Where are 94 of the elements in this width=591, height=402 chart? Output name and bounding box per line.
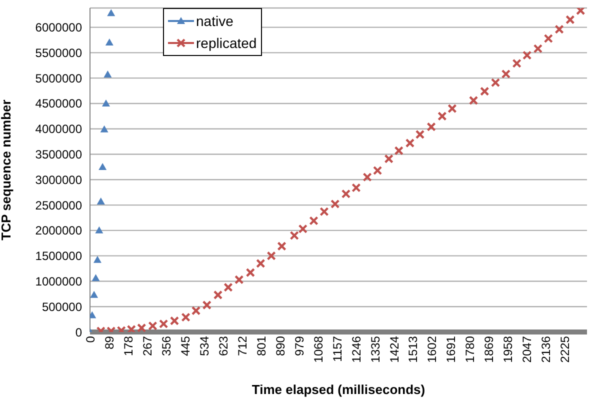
x-tick-label: 1246 (349, 336, 364, 363)
x-tick-label: 2225 (558, 336, 572, 363)
point (320, 207, 329, 216)
point (544, 34, 553, 44)
y-tick-label: 1000000 (35, 274, 82, 288)
x-tick-label: 1869 (482, 336, 496, 363)
point (362, 172, 372, 182)
point (246, 268, 256, 278)
y-tick-label: 6000000 (35, 20, 82, 35)
point (158, 319, 168, 328)
x-tick-label: 1068 (311, 336, 326, 363)
y-tick-label: 1500000 (35, 249, 82, 264)
point (93, 256, 102, 263)
point (298, 224, 308, 234)
legend-label: native (196, 13, 234, 29)
y-tick-label: 500000 (42, 300, 82, 314)
point (394, 146, 404, 156)
point (438, 112, 447, 121)
x-tick-label: 1780 (463, 336, 478, 363)
point (426, 122, 436, 132)
x-tick-label: 623 (216, 336, 230, 356)
legend-label: replicated (196, 35, 257, 51)
x-tick-label: 178 (121, 336, 136, 356)
y-tick-label: 3500000 (35, 148, 82, 162)
x-tick-label: 979 (292, 336, 306, 356)
point (576, 8, 586, 16)
point (490, 78, 500, 88)
point (405, 138, 415, 148)
x-tick-label: 445 (178, 336, 192, 356)
x-tick-label: 534 (197, 336, 212, 356)
point (202, 300, 212, 310)
y-tick-label: 0 (75, 325, 82, 340)
point (372, 166, 382, 176)
point (566, 15, 575, 24)
x-tick-label: 267 (140, 336, 154, 356)
point (95, 226, 104, 234)
point (90, 290, 98, 298)
x-tick-label: 2047 (520, 336, 534, 363)
y-tick-label: 4500000 (35, 96, 82, 111)
x-tick-label: 1958 (501, 336, 516, 363)
point (352, 183, 361, 192)
y-axis-title: TCP sequence number (0, 100, 14, 240)
point (148, 321, 158, 331)
x-tick-label: 801 (254, 336, 268, 356)
point (98, 162, 107, 170)
x-tick-label: 1424 (387, 336, 402, 363)
point (330, 199, 340, 209)
y-tick-label: 3000000 (35, 172, 82, 187)
point (256, 258, 266, 268)
x-tick-label: 1513 (406, 336, 420, 363)
x-tick-label: 89 (102, 336, 117, 350)
x-axis-title: Time elapsed (milliseconds) (252, 382, 426, 397)
x-tick-label: 890 (273, 336, 288, 356)
point (92, 274, 100, 282)
y-tick-label: 4000000 (35, 122, 82, 136)
point (480, 86, 490, 96)
point (290, 230, 299, 240)
x-tick-label: 1157 (330, 336, 344, 362)
point (468, 96, 478, 106)
x-tick-label: 1691 (444, 336, 458, 363)
point (181, 312, 190, 322)
x-tick-label: 1335 (368, 336, 382, 363)
point (104, 70, 112, 78)
point (512, 58, 522, 68)
x-tick-label: 1602 (425, 336, 440, 363)
point (522, 50, 532, 60)
point (277, 242, 286, 251)
y-tick-label: 5500000 (35, 46, 82, 60)
point (554, 24, 564, 34)
point (266, 251, 276, 260)
point (341, 189, 351, 198)
point (105, 38, 114, 46)
point (96, 197, 105, 204)
point (170, 316, 180, 326)
point (102, 99, 110, 106)
y-tick-label: 2500000 (35, 198, 82, 212)
x-tick-label: 712 (235, 336, 250, 356)
x-tick-label: 0 (84, 336, 98, 343)
y-tick-label: 5000000 (35, 71, 82, 86)
point (415, 130, 425, 140)
point (213, 290, 223, 300)
x-tick-label: 356 (159, 336, 174, 356)
point (384, 154, 394, 164)
point (234, 275, 244, 284)
point (501, 69, 511, 79)
point (191, 306, 201, 316)
y-tick-label: 2000000 (35, 224, 82, 238)
point (107, 9, 116, 16)
x-tick-label: 2136 (539, 336, 554, 363)
point (448, 104, 457, 114)
point (100, 125, 108, 132)
point (533, 44, 543, 54)
point (309, 216, 318, 226)
point (224, 282, 233, 292)
